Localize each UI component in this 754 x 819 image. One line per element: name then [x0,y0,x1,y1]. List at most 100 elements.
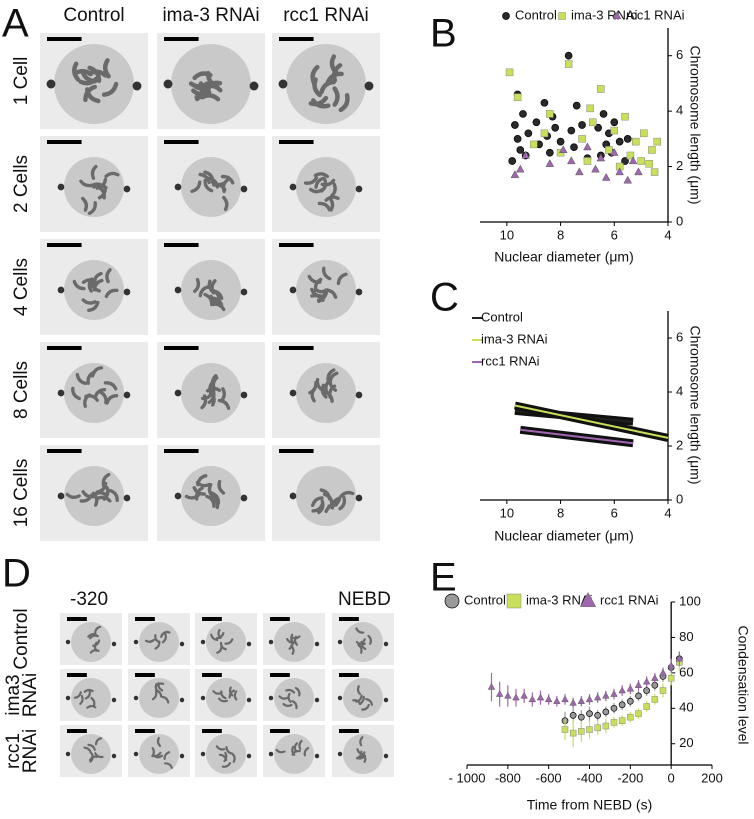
x-tick-label: 200 [701,770,723,785]
x-tick-label: 8 [557,227,564,242]
centrosome [179,753,185,759]
legend-label: ima-3 RNAi [526,592,593,607]
marker [556,137,565,146]
row-label: 8 Cells [11,361,32,419]
centrosome [364,81,374,91]
marker [653,137,662,146]
marker [610,147,619,156]
centrosome [355,391,363,399]
marker [626,697,634,705]
marker [487,682,496,690]
y-tick-label: 100 [679,593,701,608]
chromosome [96,495,112,503]
centrosome [268,695,274,701]
chromosome [310,496,324,508]
centrosome [65,639,71,645]
chromosome [92,183,108,190]
x-tick-label: 6 [611,227,618,242]
chromosome [161,633,167,644]
marker [567,126,576,135]
marker [628,156,638,165]
x-tick-label: 4 [664,227,671,242]
chromosome [95,481,108,494]
marker [615,137,624,146]
chromosome [83,393,91,408]
centrosome [57,492,65,500]
centrosome [123,494,131,502]
row-label: 4 Cells [11,258,32,316]
row-label: 2 Cells [11,155,32,213]
marker [637,157,645,165]
chromosome [317,289,327,304]
panel-letter: E [430,556,457,600]
chromosome [336,272,348,286]
x-axis-label: Nuclear diameter (μm) [494,528,634,544]
chromosome [285,688,296,694]
chromosome [310,287,324,298]
chromosome [220,690,227,700]
marker [615,167,624,176]
marker [585,695,594,703]
chromosome [278,695,289,700]
marker [594,712,602,719]
chromosome [332,86,340,107]
y-axis-label: Condensation level [735,625,751,744]
marker [504,691,512,699]
nucleus [139,678,179,718]
legend-swatch [502,12,510,20]
row-label: RNAi [20,729,41,773]
chromosome [71,386,81,401]
chromosome [217,398,231,410]
marker [545,159,555,167]
centrosome [179,641,185,647]
marker [634,681,643,688]
marker [586,104,594,113]
chromosome [154,634,161,644]
chromosome [320,178,336,187]
marker [583,157,592,165]
marker [597,85,605,93]
chromosome [192,486,206,496]
marker [635,710,642,717]
y-axis-label: Chromosome length (μm) [687,45,703,204]
chromosome [210,633,219,641]
marker [572,101,581,110]
chromosome [84,690,92,700]
chromosome [310,64,320,86]
chromosome [357,644,363,654]
marker [627,713,634,721]
chromosome [79,493,94,503]
marker [634,167,643,176]
marker [540,129,549,138]
chromosome [75,372,88,386]
chromosome [188,81,210,89]
chromosome [101,81,119,97]
time-label: -320 [70,589,108,610]
chromosome [361,703,370,711]
chromosome [88,634,99,640]
centrosome [163,79,173,89]
marker [599,110,608,118]
centrosome [289,389,297,397]
nucleus [181,157,241,217]
marker [578,121,586,129]
centrosome [57,286,65,294]
chromosome [357,751,366,760]
chromosome [203,170,215,183]
centrosome [268,751,274,757]
chromosome [220,174,235,185]
chromosome [164,762,173,769]
marker [610,126,619,135]
chromosome [104,171,120,178]
x-tick-label: - 1000 [449,770,486,785]
row-label: 16 Cells [11,459,32,528]
marker [591,164,600,173]
marker [512,693,520,701]
y-tick-label: 60 [679,664,693,679]
chromosome [322,266,332,281]
marker [651,696,659,703]
chromosome [319,488,332,501]
chromosome [92,278,104,292]
marker [583,142,592,151]
chromosome [93,641,98,652]
